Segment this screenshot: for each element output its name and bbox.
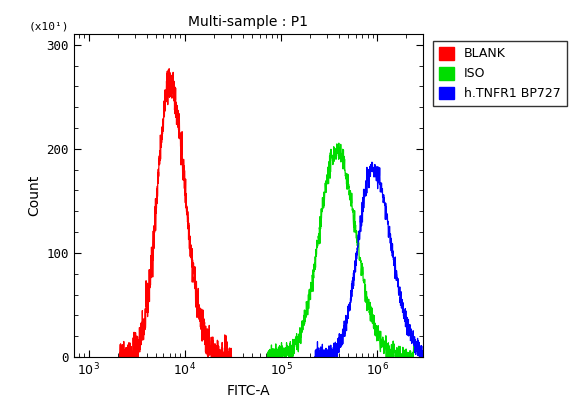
h.TNFR1 BP727: [422, 349, 429, 354]
BLANK: [166, 66, 173, 71]
ISO: [298, 319, 305, 324]
ISO: [264, 354, 271, 359]
h.TNFR1 BP727: [340, 334, 347, 339]
BLANK: [141, 318, 148, 323]
ISO: [265, 354, 272, 359]
BLANK: [180, 165, 187, 170]
Line: BLANK: BLANK: [120, 69, 231, 357]
Line: h.TNFR1 BP727: h.TNFR1 BP727: [315, 162, 446, 357]
ISO: [410, 344, 417, 349]
ISO: [350, 223, 357, 228]
h.TNFR1 BP727: [312, 354, 319, 359]
X-axis label: FITC-A: FITC-A: [227, 384, 270, 398]
h.TNFR1 BP727: [311, 354, 318, 359]
h.TNFR1 BP727: [442, 354, 449, 359]
BLANK: [117, 350, 124, 355]
h.TNFR1 BP727: [312, 354, 319, 359]
ISO: [389, 354, 396, 359]
BLANK: [165, 89, 172, 94]
Title: Multi-sample : P1: Multi-sample : P1: [188, 15, 308, 29]
ISO: [332, 154, 339, 159]
Text: (x10¹): (x10¹): [29, 21, 69, 31]
h.TNFR1 BP727: [368, 169, 375, 174]
Y-axis label: Count: Count: [27, 175, 41, 216]
ISO: [384, 349, 391, 354]
Line: ISO: ISO: [268, 143, 413, 357]
BLANK: [228, 354, 235, 359]
BLANK: [117, 354, 124, 359]
BLANK: [207, 350, 214, 355]
h.TNFR1 BP727: [417, 348, 424, 353]
h.TNFR1 BP727: [386, 229, 393, 234]
BLANK: [117, 354, 124, 359]
Legend: BLANK, ISO, h.TNFR1 BP727: BLANK, ISO, h.TNFR1 BP727: [433, 40, 567, 107]
h.TNFR1 BP727: [368, 160, 375, 165]
ISO: [264, 354, 271, 359]
ISO: [335, 141, 342, 146]
BLANK: [211, 354, 218, 358]
